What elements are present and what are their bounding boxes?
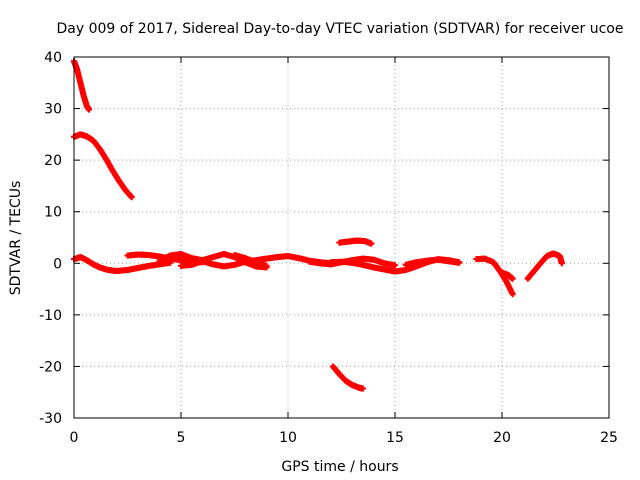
x-tick-label: 25 <box>600 430 618 446</box>
y-tick-label: 40 <box>44 50 62 66</box>
data-layer <box>71 58 565 392</box>
y-tick-label: -10 <box>39 308 62 324</box>
series-arc-10 <box>402 256 463 268</box>
series-arc-7 <box>231 252 270 269</box>
data-point <box>509 275 516 282</box>
data-point <box>368 240 375 247</box>
chart-title: Day 009 of 2017, Sidereal Day-to-day VTE… <box>57 21 624 37</box>
x-tick-label: 15 <box>386 430 404 446</box>
data-point <box>392 262 398 269</box>
y-axis-label: SDTVAR / TECUs <box>8 181 24 296</box>
data-point <box>128 194 135 201</box>
series-arc-2 <box>71 131 135 201</box>
y-axis-ticks: -30 -20 -10 0 10 20 30 40 <box>39 50 609 427</box>
data-point <box>456 259 463 266</box>
series-arc-14 <box>499 269 516 282</box>
series-arc-12 <box>329 363 366 392</box>
data-point <box>85 106 92 113</box>
series-arc-11 <box>336 237 375 247</box>
x-axis-label: GPS time / hours <box>281 459 398 475</box>
x-axis-ticks: 0 5 10 15 20 25 <box>70 57 618 446</box>
plot-frame <box>73 56 610 419</box>
x-tick-label: 20 <box>493 430 511 446</box>
y-tick-label: 0 <box>53 256 62 272</box>
x-tick-label: 0 <box>70 430 79 446</box>
y-tick-label: 20 <box>44 153 62 169</box>
y-tick-label: -30 <box>39 411 62 427</box>
series-arc-1 <box>71 58 92 113</box>
y-tick-label: -20 <box>39 359 62 375</box>
data-point <box>558 260 565 267</box>
x-tick-label: 5 <box>177 430 186 446</box>
series-arc-3 <box>71 254 174 275</box>
y-tick-label: 10 <box>44 205 62 221</box>
series-arc-15 <box>524 250 565 282</box>
data-point <box>359 385 366 392</box>
y-tick-label: 30 <box>44 102 62 118</box>
series-arc-9 <box>306 255 398 269</box>
data-point <box>509 291 516 298</box>
grid <box>74 57 609 418</box>
x-tick-label: 10 <box>279 430 297 446</box>
data-point <box>263 262 270 269</box>
